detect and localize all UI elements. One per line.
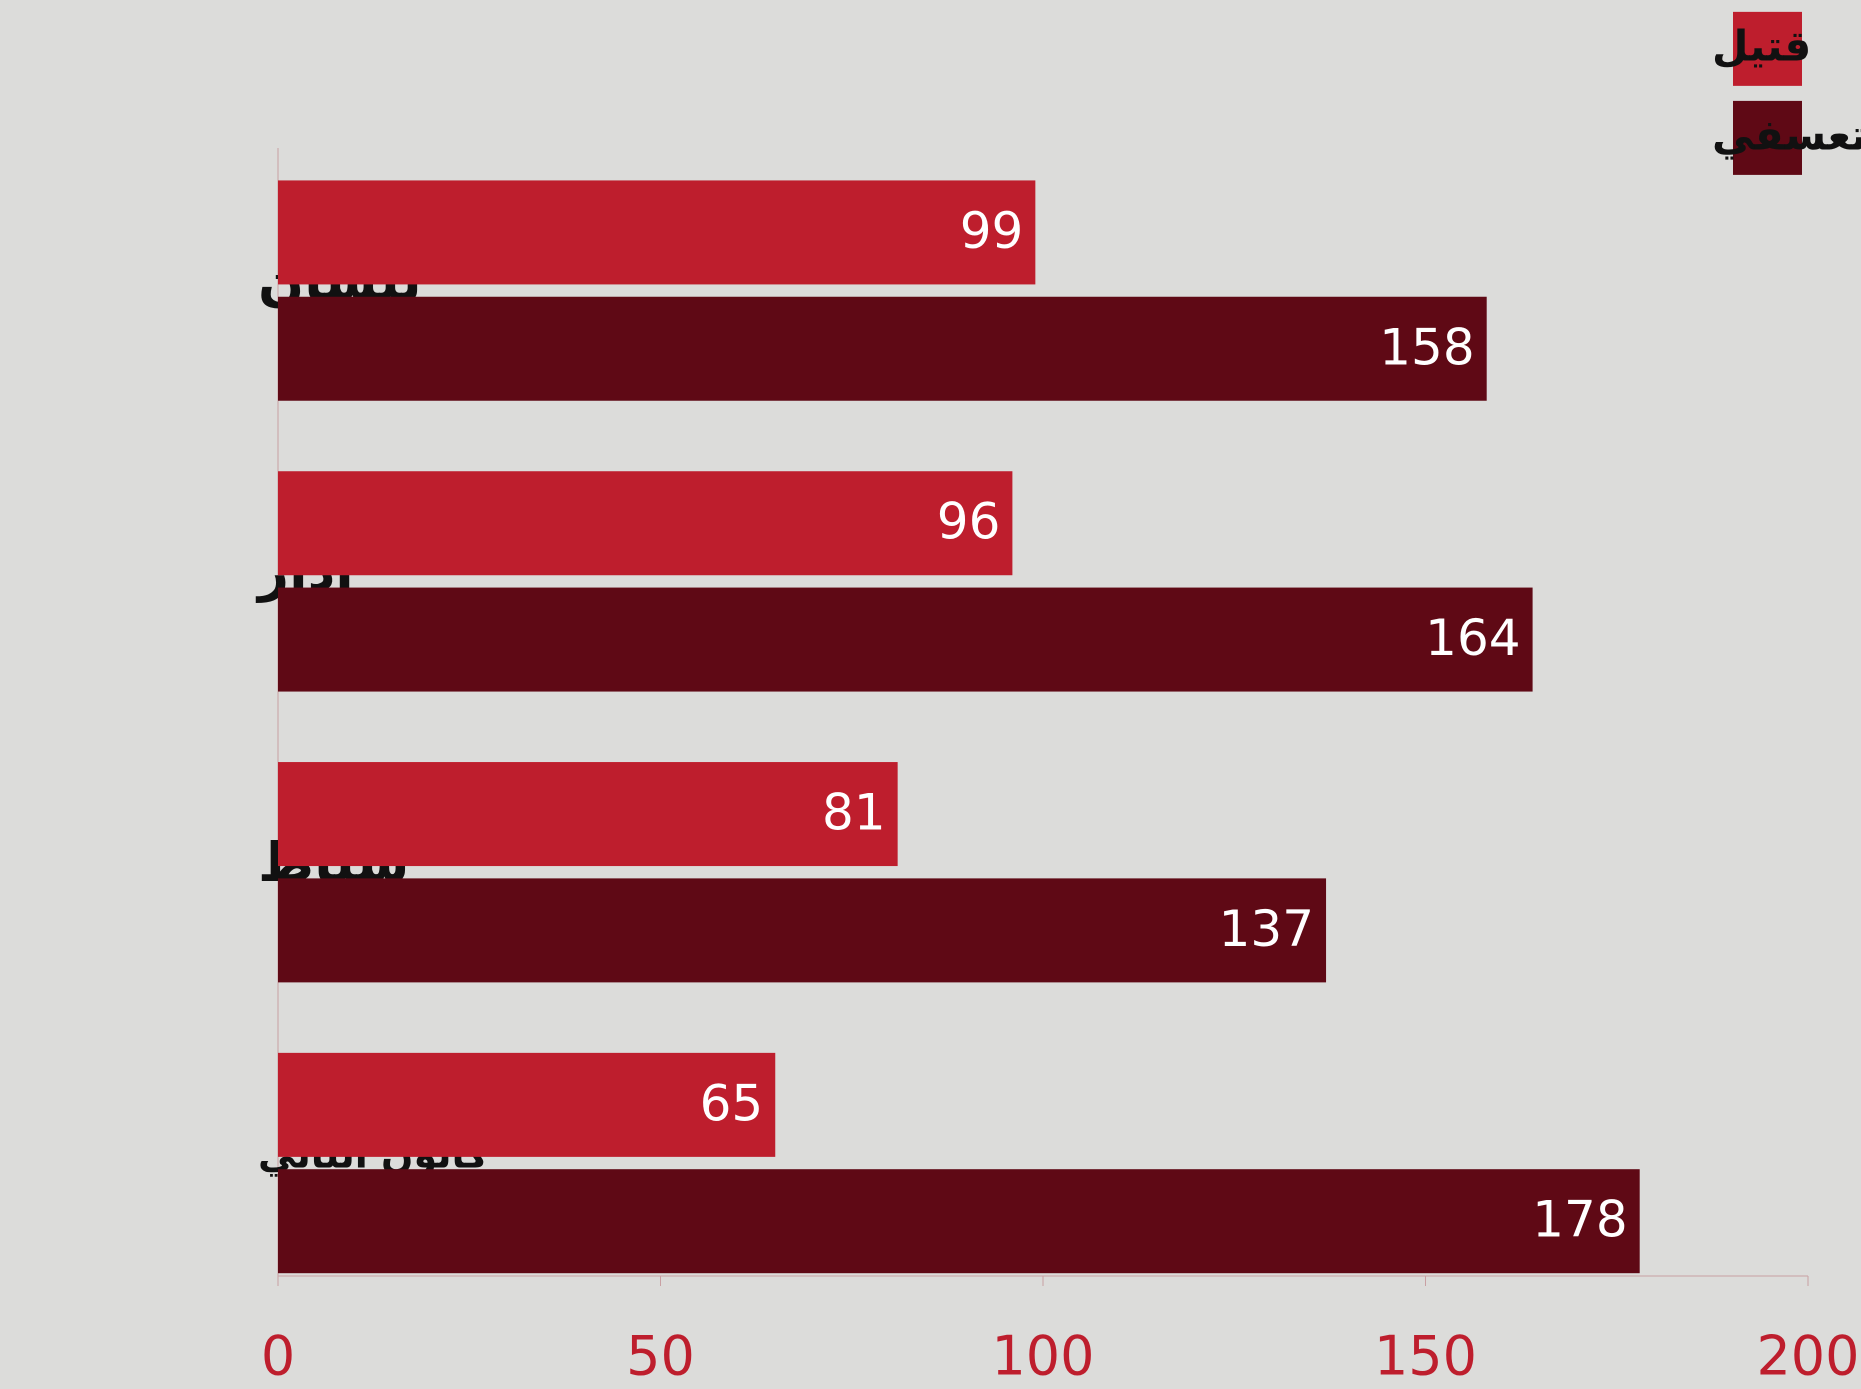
bar <box>278 297 1487 401</box>
bar <box>278 471 1012 575</box>
x-tick-label: 0 <box>261 1325 295 1388</box>
legend-label: اعتقال تعسفي <box>1712 110 1861 160</box>
bar <box>278 180 1035 284</box>
value-label: 99 <box>960 202 1024 260</box>
x-tick-label: 200 <box>1756 1325 1859 1388</box>
value-label: 65 <box>700 1074 764 1132</box>
bar <box>278 1169 1640 1273</box>
bar <box>278 762 898 866</box>
bar <box>278 878 1326 982</box>
x-tick-label: 50 <box>626 1325 695 1388</box>
x-tick-label: 100 <box>991 1325 1094 1388</box>
chart: 050100150200نيسان99158آذار96164شباط81137… <box>0 0 1861 1389</box>
value-label: 158 <box>1379 318 1474 376</box>
value-label: 137 <box>1219 900 1314 958</box>
value-label: 178 <box>1532 1191 1627 1249</box>
legend-label: قتيل <box>1712 21 1811 70</box>
x-tick-label: 150 <box>1374 1325 1477 1388</box>
page: {"chart_data": {"type": "bar", "orientat… <box>0 0 1861 1389</box>
value-label: 96 <box>937 493 1001 551</box>
value-label: 164 <box>1425 609 1520 667</box>
value-label: 81 <box>822 784 886 842</box>
bar <box>278 588 1533 692</box>
